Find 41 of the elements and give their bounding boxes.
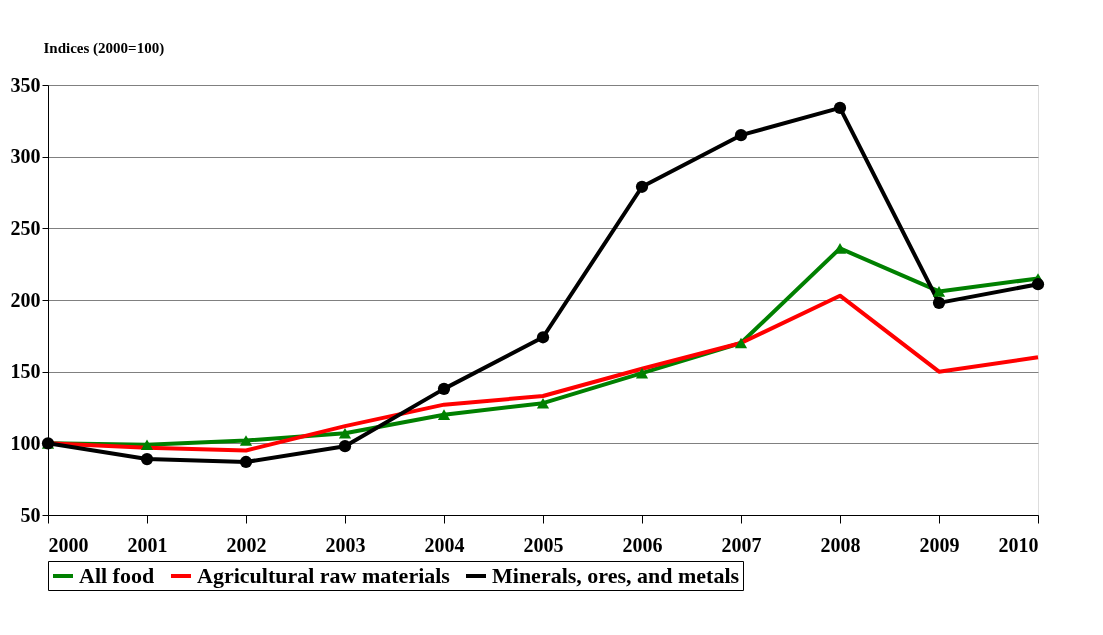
x-tick-label: 2001 xyxy=(127,533,168,556)
point xyxy=(734,129,748,142)
point xyxy=(635,180,649,193)
y-axis-title: Indices (2000=100) xyxy=(43,39,165,57)
point xyxy=(536,397,550,409)
point xyxy=(734,337,748,349)
legend-label: All food xyxy=(79,563,155,588)
point xyxy=(932,286,946,297)
point xyxy=(1031,278,1045,291)
y-tick-label: 100 xyxy=(10,431,41,454)
y-tick-label: 300 xyxy=(10,145,41,168)
legend-label: Agricultural raw materials xyxy=(197,563,451,588)
point xyxy=(932,296,946,309)
y-tick-label: 200 xyxy=(10,288,41,311)
point xyxy=(437,382,451,395)
y-tick-label: 50 xyxy=(20,503,41,526)
point xyxy=(338,428,352,439)
y-tick-label: 350 xyxy=(10,73,41,96)
x-tick-label: 2004 xyxy=(424,533,465,556)
x-tick-label: 2005 xyxy=(523,533,564,556)
point xyxy=(833,101,847,115)
point xyxy=(239,435,253,446)
y-tick-label: 150 xyxy=(10,360,41,383)
point xyxy=(635,367,649,379)
point xyxy=(140,439,154,451)
point xyxy=(239,455,253,469)
x-tick-label: 2009 xyxy=(919,533,960,556)
legend-label: Minerals, ores, and metals xyxy=(492,563,740,588)
point xyxy=(437,409,451,420)
point xyxy=(338,440,352,453)
x-tick-label: 2000 xyxy=(48,533,89,556)
x-tick-label: 2002 xyxy=(226,533,267,556)
x-tick-label: 2003 xyxy=(325,533,366,556)
x-tick-label: 2008 xyxy=(820,533,861,556)
point xyxy=(536,331,550,344)
point xyxy=(140,452,154,466)
point xyxy=(833,243,847,254)
x-tick-label: 2006 xyxy=(622,533,663,556)
x-tick-label: 2007 xyxy=(721,533,762,556)
x-tick-label: 2010 xyxy=(998,533,1039,556)
y-tick-label: 250 xyxy=(10,216,41,239)
